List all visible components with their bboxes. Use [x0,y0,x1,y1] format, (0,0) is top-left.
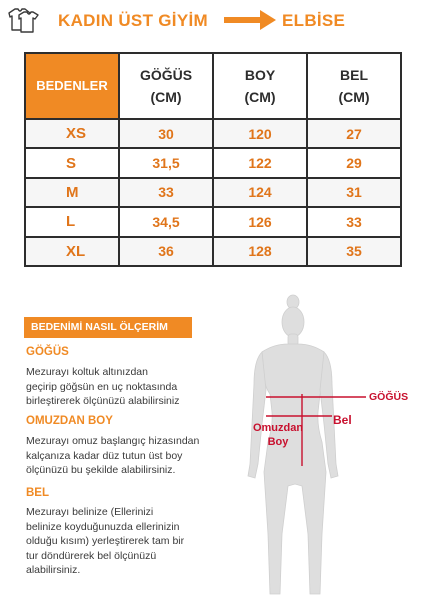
length-cell: 126 [212,206,308,238]
table-row: S 31,5 122 29 [24,147,402,179]
how-to-measure-banner: BEDENİMİ NASIL ÖLÇERİM [24,317,192,338]
chest-cell: 30 [118,117,214,150]
waist-cell: 33 [306,206,402,238]
section-title-shoulder-length: OMUZDAN BOY [26,415,113,427]
chest-cell: 36 [118,235,214,267]
size-cell: XS [24,117,120,150]
size-cell: L [24,206,120,238]
section-body-waist: Mezurayı belinize (Ellerinizi belinize k… [26,506,185,577]
length-cell: 124 [212,176,308,209]
shoulder-length-label: Omuzdan Boy [252,422,304,448]
column-header-waist: BEL (CM) [306,52,402,120]
section-title-chest: GÖĞÜS [26,346,69,358]
section-body-chest: Mezurayı koltuk altınızdan geçirip göğsü… [26,366,180,408]
waist-label: Bel [333,413,352,427]
header: KADIN ÜST GİYİM ELBİSE [0,0,424,42]
arrow-right-icon [224,10,276,30]
waist-cell: 35 [306,235,402,267]
waist-cell: 27 [306,117,402,150]
table-row: XS 30 120 27 [24,117,402,150]
length-cell: 120 [212,117,308,150]
category-title: KADIN ÜST GİYİM [58,11,208,30]
length-cell: 128 [212,235,308,267]
waist-cell: 29 [306,147,402,179]
chest-cell: 33 [118,176,214,209]
chest-cell: 31,5 [118,147,214,179]
size-chart-table: BEDENLER GÖĞÜS (CM) BOY (CM) BEL (CM) XS… [24,52,402,267]
size-cell: XL [24,235,120,267]
body-silhouette [247,294,366,595]
table-header-row: BEDENLER GÖĞÜS (CM) BOY (CM) BEL (CM) [24,52,402,120]
table-row: XL 36 128 35 [24,235,402,267]
chest-cell: 34,5 [118,206,214,238]
section-body-shoulder-length: Mezurayı omuz başlangıç hizasından kalça… [26,435,200,477]
chest-label: GÖĞÜS [369,391,409,403]
column-header-chest: GÖĞÜS (CM) [118,52,214,120]
column-header-sizes: BEDENLER [24,52,120,120]
section-title-waist: BEL [26,487,49,499]
table-row: L 34,5 126 33 [24,206,402,238]
size-cell: M [24,176,120,209]
waist-cell: 31 [306,176,402,209]
product-title: ELBİSE [282,11,346,30]
table-row: M 33 124 31 [24,176,402,209]
size-cell: S [24,147,120,179]
column-header-length: BOY (CM) [212,52,308,120]
tshirt-icon [8,8,39,33]
length-cell: 122 [212,147,308,179]
